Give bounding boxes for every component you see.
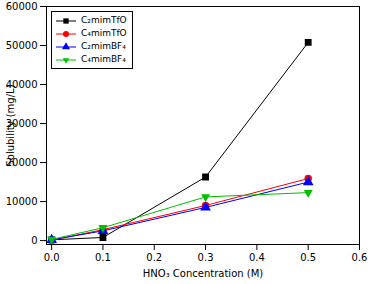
svg-text:0.3: 0.3 (198, 252, 214, 263)
svg-text:0.4: 0.4 (249, 252, 265, 263)
html-text:C₄mimTfO: C₄mimTfO (81, 28, 127, 38)
html-text:C₂mimTfO: C₂mimTfO (81, 15, 127, 25)
svg-text:60000: 60000 (6, 1, 38, 12)
svg-text:0.6: 0.6 (352, 252, 368, 263)
svg-text:20000: 20000 (5, 156, 38, 168)
svg-text:0.5: 0.5 (300, 252, 316, 263)
svg-text:0: 0 (31, 235, 37, 246)
svg-text:0.2: 0.2 (146, 252, 162, 263)
svg-text:10000: 10000 (6, 196, 38, 207)
svg-text:30000: 30000 (5, 117, 38, 129)
html-text:C₂mimBF₄: C₂mimBF₄ (81, 41, 126, 51)
html-text:C₄mimBF₄: C₄mimBF₄ (81, 54, 126, 64)
svg-text:40000: 40000 (5, 78, 38, 90)
svg-text:HNO₃ Concentration (M): HNO₃ Concentration (M) (143, 268, 264, 279)
svg-text:0.1: 0.1 (95, 252, 111, 263)
svg-text:0.0: 0.0 (44, 252, 60, 263)
svg-text:Solubility (mg/L): Solubility (mg/L) (5, 84, 16, 166)
svg-text:50000: 50000 (6, 40, 38, 51)
